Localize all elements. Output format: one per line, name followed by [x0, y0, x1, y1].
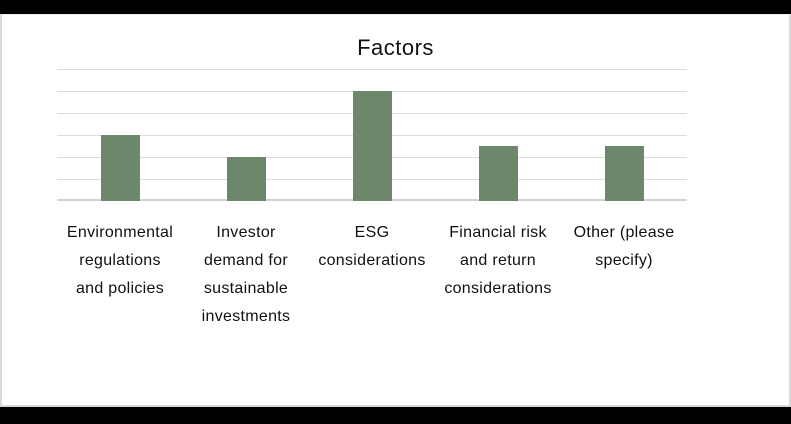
- plot-area: [57, 69, 687, 201]
- slide-canvas: Factors Environmental regulations and po…: [0, 14, 791, 407]
- category-label-investor-demand: Investor demand for sustainable investme…: [161, 219, 331, 331]
- category-label-line: sustainable: [203, 280, 289, 297]
- chart-title: Factors: [357, 35, 434, 60]
- category-label-line: Financial risk: [449, 224, 547, 241]
- category-label-line: Investor: [216, 224, 276, 241]
- category-label-line: Other (please: [573, 224, 675, 241]
- bar-esg-considerations: [353, 91, 392, 201]
- category-label-line: regulations: [79, 252, 161, 269]
- category-label-esg-considerations: ESG considerations: [287, 219, 457, 275]
- gridline: [57, 69, 687, 70]
- category-label-line: and policies: [75, 280, 165, 297]
- bar-chart: Factors Environmental regulations and po…: [2, 15, 789, 405]
- bar-other: [605, 146, 644, 201]
- bar-environmental-regulations: [101, 135, 140, 201]
- category-label-line: considerations: [444, 280, 552, 297]
- category-label-line: specify): [595, 252, 653, 269]
- bar-financial-risk: [479, 146, 518, 201]
- category-label-line: ESG: [354, 224, 390, 241]
- category-label-line: considerations: [318, 252, 426, 269]
- category-label-other: Other (please specify): [539, 219, 709, 275]
- bar-investor-demand: [227, 157, 266, 201]
- category-label-line: Environmental: [66, 224, 174, 241]
- category-label-line: and return: [460, 252, 536, 269]
- category-label-line: investments: [201, 308, 291, 325]
- category-label-environmental-regulations: Environmental regulations and policies: [35, 219, 205, 303]
- category-label-line: demand for: [204, 252, 288, 269]
- category-label-financial-risk: Financial risk and return considerations: [413, 219, 583, 303]
